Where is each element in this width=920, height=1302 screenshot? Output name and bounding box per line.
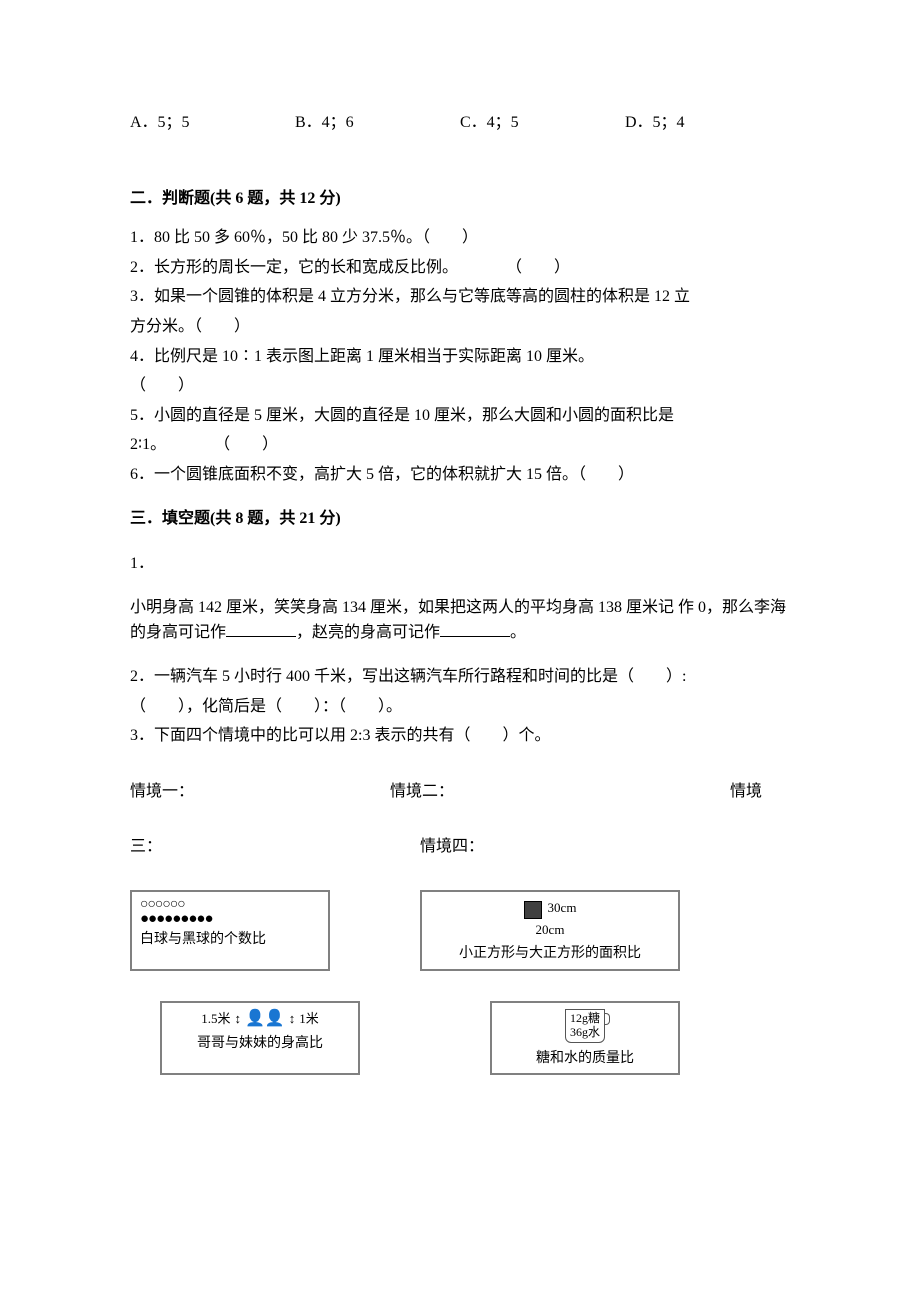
height-diagram: 1.5米 ↕ 👤👤 ↕ 1米 — [170, 1009, 350, 1030]
s2-q2: 2．长方形的周长一定，它的长和宽成反比例。 （ ） — [130, 255, 790, 281]
choice-a: A．5；5 — [130, 110, 295, 136]
s2-q5-line2: 2∶1。 （ ） — [130, 432, 790, 458]
water-36g: 36g水 — [570, 1025, 600, 1039]
figures-row-2: 1.5米 ↕ 👤👤 ↕ 1米 哥哥与妹妹的身高比 12g糖 36g水 糖和水的质… — [160, 1001, 790, 1075]
s3-q1-part-a: 小明身高 142 厘米，笑笑身高 134 厘米，如果把这两人的平均身高 138 … — [130, 599, 674, 616]
figure-b-caption: 小正方形与大正方形的面积比 — [430, 943, 670, 965]
context-2-label: 情境二： — [390, 779, 730, 805]
label-30cm: 30cm — [548, 898, 577, 919]
arrow-icon-2: ↕ — [289, 1009, 296, 1030]
height-1m: 1米 — [299, 1009, 319, 1030]
s3-q1-number: 1． — [130, 551, 790, 577]
figure-c-caption: 哥哥与妹妹的身高比 — [170, 1033, 350, 1055]
section-3-heading: 三．填空题(共 8 题，共 21 分) — [130, 506, 790, 532]
section-2-heading: 二．判断题(共 6 题，共 12 分) — [130, 186, 790, 212]
s2-q4-line1: 4．比例尺是 10∶1 表示图上距离 1 厘米相当于实际距离 10 厘米。 — [130, 344, 790, 370]
s3-q2-line1: 2．一辆汽车 5 小时行 400 千米，写出这辆汽车所行路程和时间的比是（ ）: — [130, 664, 790, 690]
multiple-choice-row: A．5；5 B．4；6 C．4；5 D．5；4 — [130, 110, 790, 136]
cup-diagram: 12g糖 36g水 — [500, 1009, 670, 1045]
arrow-icon-1: ↕ — [234, 1009, 241, 1030]
label-20cm: 20cm — [430, 920, 670, 941]
context-3-prefix: 情境 — [730, 779, 762, 805]
blank-1 — [226, 621, 296, 637]
choice-b: B．4；6 — [295, 110, 460, 136]
square-diagram: 30cm — [430, 898, 670, 919]
white-circles: ○○○○○○ — [140, 898, 320, 912]
s2-q3-line2: 方分米。（ ） — [130, 314, 790, 340]
small-square-icon — [524, 901, 542, 919]
figure-d: 12g糖 36g水 糖和水的质量比 — [490, 1001, 680, 1075]
s3-q1-part-c: ，赵亮的身高可记作 — [296, 624, 440, 641]
s3-q1-text: 小明身高 142 厘米，笑笑身高 134 厘米，如果把这两人的平均身高 138 … — [130, 595, 790, 646]
figure-a-caption: 白球与黑球的个数比 — [140, 929, 320, 951]
s2-q3-line1: 3．如果一个圆锥的体积是 4 立方分米，那么与它等底等高的圆柱的体积是 12 立 — [130, 284, 790, 310]
s2-q4-line2: （ ） — [130, 373, 790, 399]
black-circles: ●●●●●●●●● — [140, 912, 320, 927]
figure-a: ○○○○○○ ●●●●●●●●● 白球与黑球的个数比 — [130, 890, 330, 971]
context-row-1: 情境一： 情境二： 情境 — [130, 779, 790, 805]
context-1-label: 情境一： — [130, 779, 390, 805]
height-1-5m: 1.5米 — [201, 1009, 230, 1030]
sugar-12g: 12g糖 — [570, 1011, 600, 1025]
choice-c: C．4；5 — [460, 110, 625, 136]
blank-2 — [440, 621, 510, 637]
choice-d: D．5；4 — [625, 110, 790, 136]
s3-q1-part-d: 。 — [510, 624, 526, 641]
s3-q3: 3．下面四个情境中的比可以用 2:3 表示的共有（ ）个。 — [130, 723, 790, 749]
context-4-label: 情境四： — [420, 834, 484, 860]
cup-icon: 12g糖 36g水 — [565, 1009, 605, 1043]
figure-b: 30cm 20cm 小正方形与大正方形的面积比 — [420, 890, 680, 971]
context-row-2: 三： 情境四： — [130, 834, 790, 860]
figure-c: 1.5米 ↕ 👤👤 ↕ 1米 哥哥与妹妹的身高比 — [160, 1001, 360, 1075]
figure-d-caption: 糖和水的质量比 — [500, 1048, 670, 1070]
context-3-suffix: 三： — [130, 834, 420, 860]
s2-q6: 6．一个圆锥底面积不变，高扩大 5 倍，它的体积就扩大 15 倍。（ ） — [130, 462, 790, 488]
s2-q1: 1．80 比 50 多 60％，50 比 80 少 37.5％。（ ） — [130, 225, 790, 251]
person-icons: 👤👤 — [245, 1011, 285, 1027]
s2-q5-line1: 5．小圆的直径是 5 厘米，大圆的直径是 10 厘米，那么大圆和小圆的面积比是 — [130, 403, 790, 429]
s3-q2-line2: （ ），化简后是（ ）：（ ）。 — [130, 694, 790, 720]
figures-row-1: ○○○○○○ ●●●●●●●●● 白球与黑球的个数比 30cm 20cm 小正方… — [130, 890, 790, 971]
